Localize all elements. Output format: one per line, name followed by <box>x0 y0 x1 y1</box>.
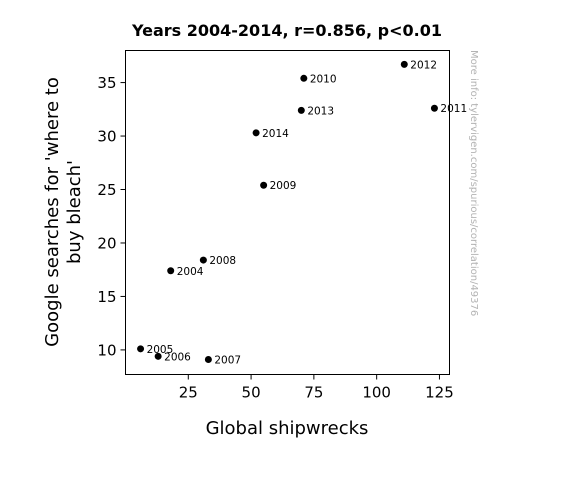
y-tick-label: 10 <box>97 341 116 359</box>
source-watermark: More info: tylervigen.com/spurious/corre… <box>468 50 479 316</box>
data-point <box>400 60 408 68</box>
y-axis-label-line-1: Google searches for 'where to <box>42 77 63 347</box>
data-point <box>260 181 268 189</box>
data-point <box>297 106 305 114</box>
x-tick-label: 50 <box>242 384 261 402</box>
data-point-label: 2009 <box>270 180 297 192</box>
data-point-label: 2005 <box>147 344 174 356</box>
data-point <box>204 356 212 364</box>
data-point <box>300 74 308 82</box>
data-point-label: 2008 <box>209 255 236 267</box>
data-point-label: 2007 <box>214 355 241 367</box>
data-point-label: 2012 <box>410 59 437 71</box>
y-tick-label: 35 <box>97 74 116 92</box>
y-tick-label: 25 <box>97 181 116 199</box>
chart-title: Years 2004-2014, r=0.856, p<0.01 <box>131 21 442 40</box>
data-point-label: 2014 <box>262 128 289 140</box>
y-axis-label-line-2: buy bleach' <box>64 160 85 264</box>
data-point-label: 2013 <box>307 105 334 117</box>
data-point <box>252 129 260 137</box>
x-axis-label: Global shipwrecks <box>206 418 369 439</box>
data-point <box>430 104 438 112</box>
y-tick-label: 15 <box>97 288 116 306</box>
data-point <box>199 256 207 264</box>
data-point <box>154 352 162 360</box>
x-tick-label: 125 <box>425 384 454 402</box>
y-axis-ticks: 10 15 20 25 30 35 <box>97 74 126 359</box>
data-point-label: 2010 <box>310 73 337 85</box>
y-tick-label: 30 <box>97 128 116 146</box>
data-point-label: 2004 <box>177 266 204 278</box>
data-point <box>137 345 145 353</box>
x-axis-ticks: 25 50 75 100 125 <box>179 374 454 402</box>
data-point-label: 2006 <box>164 351 191 363</box>
data-point-label: 2011 <box>440 103 467 115</box>
data-point <box>167 267 175 275</box>
x-tick-label: 25 <box>179 384 198 402</box>
x-tick-label: 100 <box>362 384 391 402</box>
plot-frame <box>125 50 450 375</box>
y-tick-label: 20 <box>97 234 116 252</box>
x-tick-label: 75 <box>304 384 323 402</box>
